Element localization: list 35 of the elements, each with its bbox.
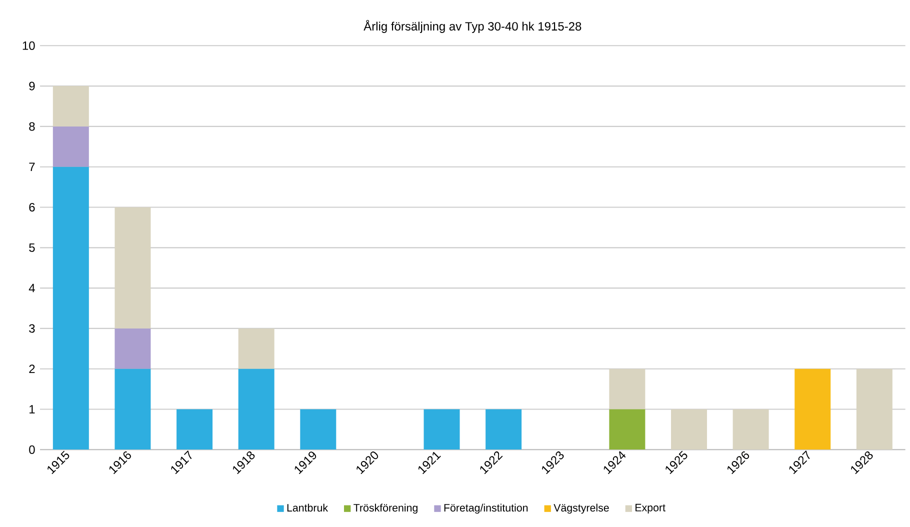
bar	[794, 368, 831, 450]
y-tick-label: 2	[29, 364, 35, 374]
chart-title: Årlig försäljning av Typ 30-40 hk 1915-28	[364, 20, 582, 33]
y-tick-label: 7	[29, 162, 35, 171]
bar	[114, 207, 151, 328]
bar	[300, 409, 336, 450]
y-tick-label: 6	[29, 203, 35, 212]
bar	[424, 409, 460, 450]
bar	[52, 86, 89, 126]
bar	[609, 368, 646, 410]
bar	[486, 409, 522, 450]
y-tick-label: 1	[30, 405, 35, 414]
bar	[114, 368, 151, 450]
y-tick-label: 10	[22, 41, 35, 50]
bar	[176, 409, 213, 450]
bar	[671, 409, 707, 450]
y-tick-label: 3	[29, 324, 35, 333]
bar	[114, 328, 151, 369]
bar	[856, 368, 892, 450]
bar	[238, 328, 274, 369]
legend-label: Vägstyrelse	[554, 504, 609, 514]
bar	[238, 368, 274, 450]
legend-label: Företag/institution	[444, 504, 528, 514]
bar	[52, 166, 89, 450]
y-tick-label: 0	[29, 445, 35, 454]
legend-label: Lantbruk	[287, 504, 328, 512]
y-tick-label: 9	[29, 82, 35, 90]
y-tick-label: 5	[29, 243, 35, 252]
y-tick-label: 8	[29, 122, 35, 131]
y-tick-label: 4	[28, 284, 35, 292]
bar	[52, 126, 89, 167]
legend-label: Export	[636, 504, 666, 514]
bar	[732, 409, 769, 450]
bar	[609, 409, 646, 450]
legend-label: Tröskförening	[354, 504, 418, 514]
